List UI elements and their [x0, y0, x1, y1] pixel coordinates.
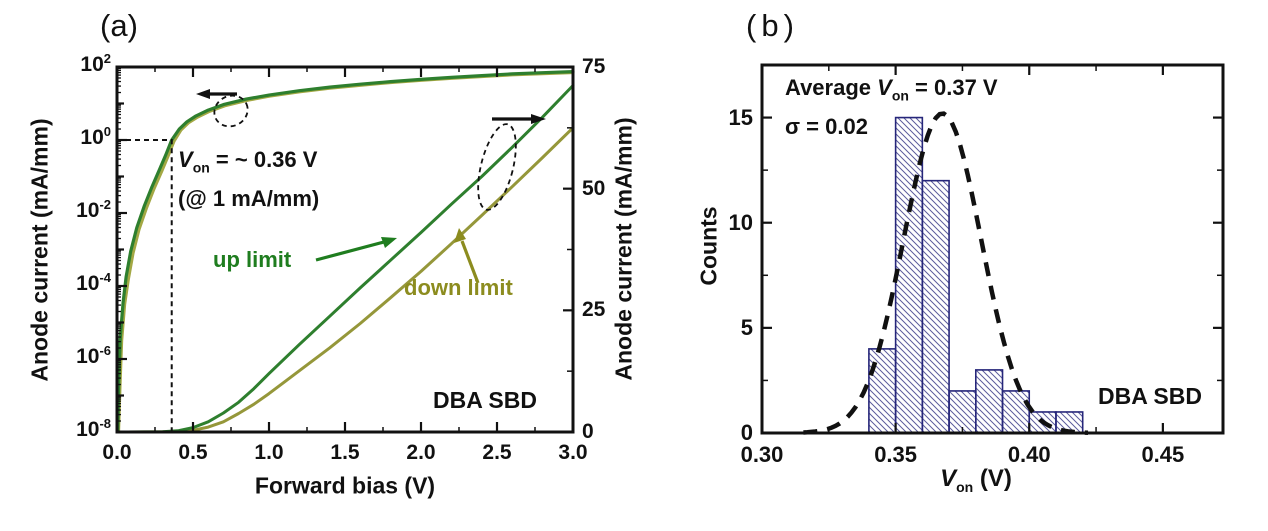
panel-a-group — [115, 65, 575, 434]
down-limit-arrow-head — [454, 228, 466, 243]
panel-b-letter: (b) — [746, 8, 799, 43]
panel-a-x-tick-label: 3.0 — [558, 441, 588, 464]
up-limit-label: up limit — [213, 247, 292, 272]
avg-value: = 0.37 V — [908, 75, 998, 100]
avg-subscript: on — [891, 87, 909, 104]
panel-a-x-tick-label: 1.0 — [254, 441, 284, 464]
iv-curve-up-limit-linear — [116, 84, 575, 433]
von-x-subscript: on — [956, 478, 974, 495]
panel-b-y-axis-title: Counts — [695, 206, 722, 286]
right-axis-pointer-arrow-head — [531, 114, 546, 124]
linear-curve-marker-ellipse — [477, 123, 517, 211]
panel-a-left-axis-title: Anode current (mA/mm) — [26, 118, 53, 382]
panel-b-y-tick-label: 0 — [740, 420, 753, 445]
panel-a-ylog-tick-label: 10-6 — [76, 343, 111, 368]
sigma-annotation: σ = 0.02 — [785, 114, 868, 139]
histogram-bar — [921, 179, 950, 434]
von-x-variable: V — [940, 465, 957, 493]
up-limit-arrow-shaft — [315, 240, 385, 262]
panel-b-group — [760, 63, 1225, 435]
von-annotation-line2: (@ 1 mA/mm) — [178, 186, 320, 211]
von-guide-dashed-line — [117, 139, 173, 432]
log-curve-marker-ellipse — [213, 94, 249, 128]
panel-a-ylog-tick-label: 100 — [80, 124, 111, 149]
panel-a-device-badge: DBA SBD — [433, 387, 537, 413]
panel-a-yright-tick-label: 25 — [582, 298, 606, 322]
panel-b-frame — [760, 63, 1225, 435]
left-axis-pointer-arrow-head — [196, 89, 210, 99]
von-value: = ~ 0.36 V — [209, 147, 318, 172]
panel-a-yright-tick-label: 50 — [582, 176, 606, 200]
panel-b-x-tick-label: 0.35 — [874, 442, 918, 467]
panel-b-y-tick-label: 10 — [728, 209, 753, 235]
von-x-units: (V) — [973, 465, 1012, 493]
panel-a-x-tick-label: 2.5 — [482, 441, 512, 464]
panel-a-ylog-tick-label: 10-2 — [76, 197, 111, 222]
panel-a-ylog-tick-label: 102 — [80, 51, 111, 76]
iv-curve-up-limit-log — [116, 69, 575, 433]
von-variable: V — [178, 147, 193, 172]
panel-a-ticks — [115, 65, 575, 434]
histogram-bar — [1001, 390, 1031, 434]
panel-a-yright-tick-label: 0 — [582, 420, 594, 443]
panel-b-y-tick-label: 15 — [728, 104, 753, 130]
panel-b-ticks — [760, 65, 1223, 435]
down-limit-label: down limit — [404, 275, 513, 300]
panel-a-x-tick-label: 2.0 — [406, 441, 436, 464]
von-subscript: on — [192, 159, 210, 176]
panel-b-x-tick-label: 0.45 — [1141, 442, 1185, 467]
von-annotation-line1: Von = ~ 0.36 V — [178, 147, 317, 175]
up-limit-arrow-head — [381, 237, 397, 248]
panel-a-x-axis-title: Forward bias (V) — [254, 472, 436, 499]
panel-a-ylog-tick-label: 10-4 — [76, 270, 111, 295]
gaussian-fit-dashed-curve — [803, 111, 1089, 435]
histogram-bar — [868, 348, 897, 434]
panel-b-device-badge: DBA SBD — [1098, 383, 1202, 409]
avg-variable: V — [877, 75, 892, 100]
histogram-bar — [974, 369, 1004, 434]
panel-a-x-tick-label: 0.0 — [102, 441, 132, 464]
panel-b-x-tick-label: 0.40 — [1007, 442, 1051, 467]
panel-a-x-tick-label: 0.5 — [178, 441, 208, 464]
panel-b-x-tick-label: 0.30 — [740, 442, 784, 467]
histogram-bar — [948, 390, 977, 434]
panel-a-letter: (a) — [100, 8, 138, 43]
average-von-annotation: Average Von = 0.37 V — [785, 75, 998, 103]
panel-b-x-axis-title: Von (V) — [940, 465, 1012, 495]
histogram-bar — [894, 116, 924, 434]
panel-a-right-axis-title: Anode current (mA/mm) — [610, 117, 637, 381]
avg-prefix: Average — [785, 75, 878, 100]
panel-a-x-tick-label: 1.5 — [330, 441, 360, 464]
down-limit-arrow-shaft — [460, 240, 480, 284]
panel-a-ylog-tick-label: 10-8 — [76, 416, 111, 441]
panel-b-y-tick-label: 5 — [740, 314, 753, 340]
panel-a-yright-tick-label: 75 — [582, 55, 606, 78]
